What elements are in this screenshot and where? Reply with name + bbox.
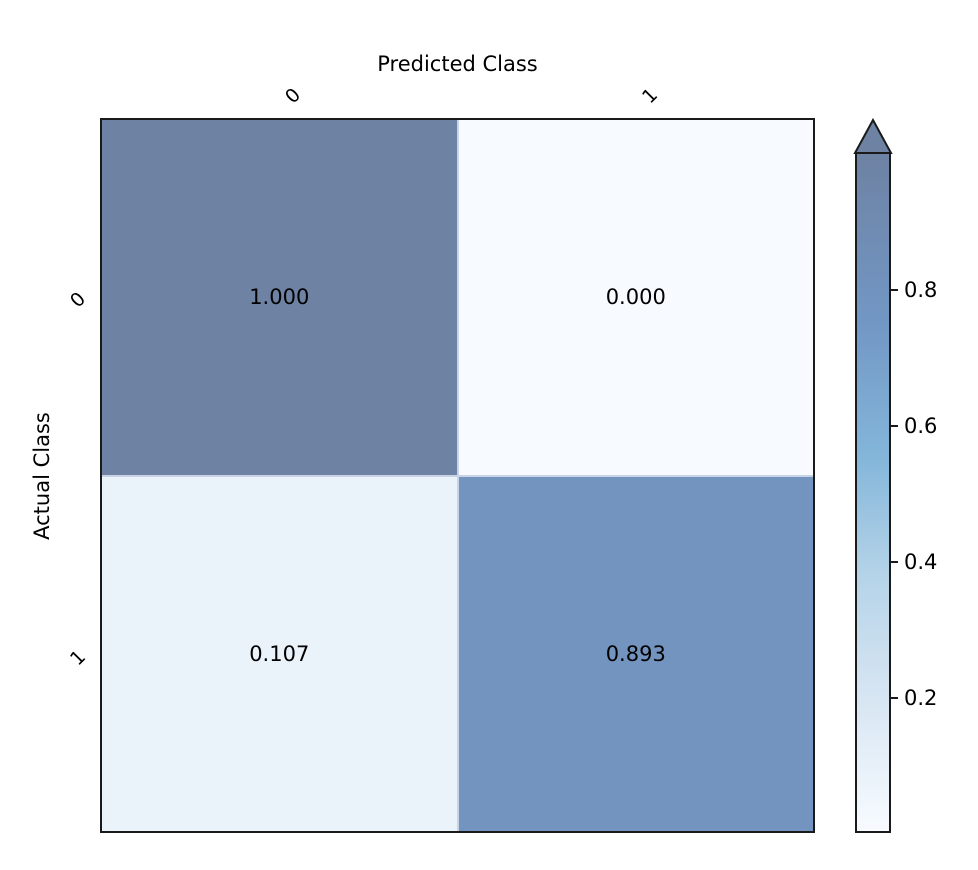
colorbar-label: 0.4 bbox=[904, 550, 938, 574]
x-tick-1: 1 bbox=[637, 83, 663, 109]
colorbar-tick bbox=[891, 289, 898, 291]
cell-0-1: 0.000 bbox=[458, 120, 813, 475]
colorbar bbox=[855, 152, 891, 833]
cell-1-1: 0.893 bbox=[458, 476, 813, 831]
colorbar-label: 0.2 bbox=[904, 686, 938, 710]
confusion-matrix: 1.000 0.000 0.107 0.893 bbox=[100, 118, 815, 833]
x-tick-0: 0 bbox=[280, 83, 306, 109]
x-axis-title: Predicted Class bbox=[377, 52, 538, 76]
colorbar-label: 0.8 bbox=[904, 278, 938, 302]
colorbar-tick bbox=[891, 561, 898, 563]
y-tick-1: 1 bbox=[65, 645, 91, 671]
cell-0-0: 1.000 bbox=[102, 120, 457, 475]
y-axis-title: Actual Class bbox=[30, 412, 54, 540]
y-tick-0: 0 bbox=[65, 287, 91, 313]
colorbar-label: 0.6 bbox=[904, 414, 938, 438]
colorbar-tick bbox=[891, 697, 898, 699]
colorbar-tick bbox=[891, 425, 898, 427]
colorbar-extend-arrow-icon bbox=[853, 118, 893, 154]
cell-1-0: 0.107 bbox=[102, 476, 457, 831]
